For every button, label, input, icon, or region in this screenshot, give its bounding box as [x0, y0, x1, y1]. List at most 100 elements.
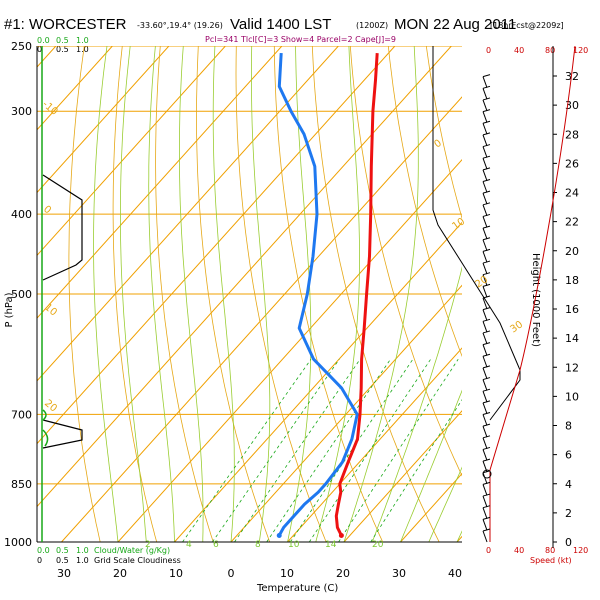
mixing-ratio-label: 20 — [372, 540, 384, 550]
height-tick-label: 32 — [565, 70, 579, 83]
surface-marker — [482, 469, 492, 479]
station-title: #1: WORCESTER — [4, 16, 127, 33]
temperature-tick-label: 0 — [228, 567, 235, 580]
speed-tick-80-top: 80 — [545, 46, 555, 55]
moist-adiabat — [212, 46, 235, 542]
mixing-ratio-line — [308, 358, 432, 542]
speed-tick-0: 0 — [486, 546, 491, 555]
wind-barb — [482, 519, 488, 531]
wind-barb — [482, 286, 488, 298]
grid-cloud-label: Grid Scale Cloudiness — [94, 556, 181, 565]
isotherm-10 — [287, 347, 462, 542]
height-tick-label: 8 — [565, 420, 572, 433]
cloud-water-trace — [42, 409, 49, 447]
wind-barb — [482, 495, 488, 508]
wind-barb — [482, 251, 488, 263]
isotherm-20 — [343, 410, 462, 542]
mixing-ratio-label: 8 — [255, 540, 261, 550]
temperature-profile — [334, 53, 379, 537]
isotherm-40 — [456, 535, 462, 542]
wind-barb — [482, 146, 488, 158]
mixing-ratio-line — [290, 358, 414, 542]
wind-barb — [482, 192, 488, 205]
dry-adiabat — [500, 31, 600, 559]
mixing-ratio-line — [212, 358, 340, 542]
temperature-tick-label: 20 — [113, 567, 127, 580]
pressure-tick-label: 1000 — [4, 536, 32, 549]
isotherm-0 — [230, 284, 462, 542]
wind-barb — [482, 425, 488, 438]
forecast-run: [18hrFcst@2209z] — [490, 21, 564, 30]
mixing-ratio-label: 4 — [186, 540, 192, 550]
wind-box-outline — [432, 46, 521, 421]
isotherm--60 — [37, 46, 339, 382]
wind-barb — [482, 309, 488, 321]
temperature-tick-label: 40 — [448, 567, 462, 580]
dry-adiabat — [112, 46, 158, 542]
speed-axis-label: Speed (kt) — [530, 556, 572, 565]
wind-barb — [482, 437, 488, 449]
moist-adiabat — [287, 46, 312, 542]
pressure-tick-label: 300 — [11, 105, 32, 118]
wind-barb — [482, 297, 488, 310]
wind-barb — [482, 239, 488, 251]
wind-barb — [482, 88, 488, 100]
pressure-tick-label: 850 — [11, 478, 32, 491]
dry-adiabat — [387, 46, 462, 358]
wind-barb — [482, 134, 488, 147]
wind-barb — [482, 332, 488, 345]
moist-adiabat — [343, 46, 419, 542]
temperature-tick-label: 20 — [336, 567, 350, 580]
wind-barb — [482, 472, 488, 484]
wind-barb — [482, 216, 488, 228]
station-coords: -33.60°,19.4° (19.26) — [137, 21, 223, 30]
mixing-ratio-line — [370, 399, 462, 542]
pressure-tick-label: 700 — [11, 408, 32, 421]
wind-barb — [482, 76, 488, 88]
wind-barb — [482, 367, 488, 380]
speed-tick-40-top: 40 — [514, 46, 524, 55]
height-tick-label: 2 — [565, 507, 572, 520]
wind-barb — [482, 262, 488, 275]
height-tick-label: 6 — [565, 449, 572, 462]
grid-lines — [37, 31, 600, 559]
dry-adiabat — [349, 46, 462, 477]
height-tick-label: 26 — [565, 157, 579, 170]
temperature-tick-label: 10 — [169, 567, 183, 580]
cloud-tick-05-bottom: 0.5 — [56, 546, 69, 555]
moist-adiabat-label: -10 — [40, 99, 60, 118]
isotherm--80 — [37, 46, 226, 257]
dry-adiabat — [68, 46, 101, 542]
dry-adiabat-label: 0 — [432, 138, 444, 151]
cloud-tick-0: 0.0 — [37, 36, 50, 45]
wind-barb — [482, 99, 488, 112]
wind-barb — [482, 158, 488, 170]
y-axis-label: P (hPa) — [4, 292, 15, 327]
moist-adiabat-label: 10 — [42, 302, 59, 319]
grid-tick-05-bottom: 0.5 — [56, 556, 69, 565]
wind-barb — [482, 414, 488, 426]
speed-tick-80: 80 — [545, 546, 555, 555]
height-tick-label: 18 — [565, 274, 579, 287]
dry-adiabat — [311, 46, 440, 542]
dry-adiabat — [425, 46, 462, 220]
wind-barb — [482, 169, 488, 182]
wind-barb — [482, 204, 488, 216]
wind-barb-flag — [482, 74, 491, 78]
moist-adiabat — [120, 46, 147, 542]
moist-adiabat — [251, 46, 271, 542]
wind-barb — [482, 123, 488, 135]
cloud-tick-05: 0.5 — [56, 36, 69, 45]
forecast-date: MON 22 Aug 2011 — [394, 16, 516, 33]
dry-adiabat — [273, 46, 384, 542]
dry-adiabat — [196, 46, 271, 542]
height-tick-label: 16 — [565, 303, 579, 316]
height-tick-label: 12 — [565, 361, 579, 374]
wind-barb — [482, 227, 488, 240]
cloud-axis-label: Cloud/Water (g/Kg) — [94, 546, 170, 555]
isotherm--40 — [37, 46, 452, 508]
stability-indices: Pcl=341 Tlcl[C]=3 Show=4 Parcel=2 Cape[J… — [205, 35, 396, 44]
height-tick-label: 22 — [565, 216, 579, 229]
